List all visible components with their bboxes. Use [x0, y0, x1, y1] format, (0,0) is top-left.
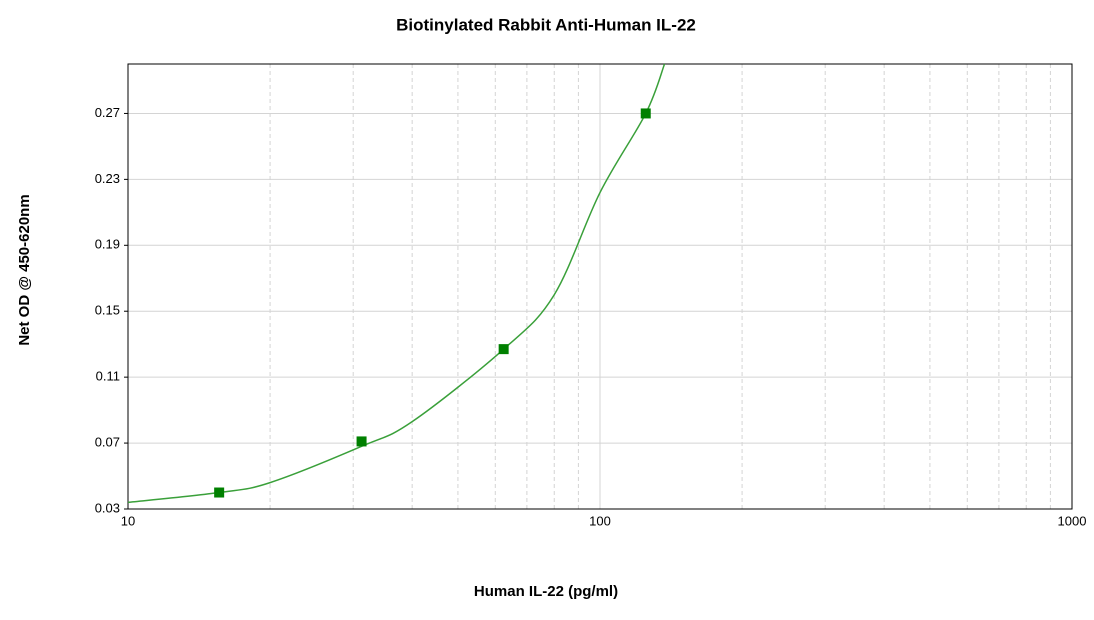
point: [214, 487, 225, 498]
x-tick-label: 10: [121, 513, 135, 528]
point: [498, 344, 509, 355]
fit-curve: [127, 63, 666, 504]
y-tick-label: 0.19: [95, 237, 120, 252]
y-tick-label: 0.15: [95, 303, 120, 318]
point: [640, 108, 651, 119]
plot-frame: [127, 63, 1073, 510]
x-tick-label: 1000: [1058, 513, 1087, 528]
chart-title: Biotinylated Rabbit Anti-Human IL-22: [396, 15, 696, 34]
x-tick-label: 100: [589, 513, 611, 528]
y-tick-label: 0.23: [95, 171, 120, 186]
point: [356, 436, 367, 447]
y-tick-label: 0.27: [95, 105, 120, 120]
x-axis-label: Human IL-22 (pg/ml): [474, 583, 618, 600]
y-tick-label: 0.11: [96, 369, 120, 384]
y-tick-label: 0.03: [95, 500, 120, 515]
y-axis-label: Net OD @ 450-620nm: [16, 194, 33, 345]
y-tick-label: 0.07: [95, 435, 120, 450]
